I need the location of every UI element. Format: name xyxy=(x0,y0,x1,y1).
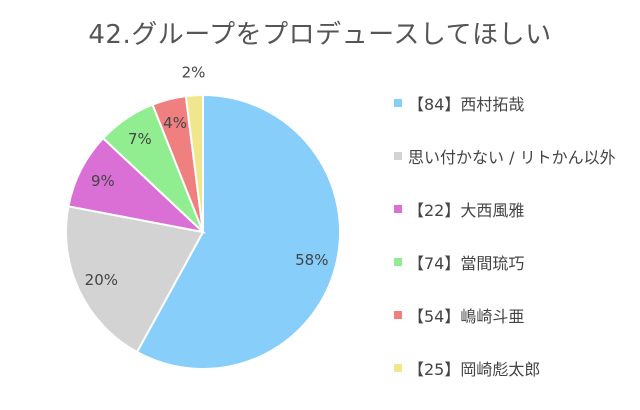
legend-label: 【84】西村拓哉 xyxy=(408,95,525,114)
slice-value-label: 20% xyxy=(85,271,118,289)
slice-value-label: 7% xyxy=(128,130,152,148)
legend-label: 思い付かない / リトかん以外 xyxy=(408,148,616,167)
legend-label: 【74】當間琉巧 xyxy=(408,254,525,273)
legend-swatch xyxy=(394,258,402,266)
legend-swatch xyxy=(394,152,402,160)
legend-item-toma[interactable]: 【74】當間琉巧 xyxy=(394,251,524,273)
pie-slice[interactable] xyxy=(65,205,205,354)
slice-value-label: 9% xyxy=(91,172,115,190)
pie-slice[interactable] xyxy=(135,93,341,370)
slice-value-label: 2% xyxy=(182,63,206,81)
legend-label: 【25】岡崎彪太郎 xyxy=(408,360,541,379)
chart-title: 42.グループをプロデュースしてほしい xyxy=(88,20,552,50)
legend-swatch xyxy=(394,99,402,107)
pie-slice[interactable] xyxy=(184,93,204,233)
legend-item-other[interactable]: 思い付かない / リトかん以外 xyxy=(394,145,616,167)
legend-item-onishi[interactable]: 【22】大西風雅 xyxy=(394,198,524,220)
slice-value-label: 4% xyxy=(163,114,187,132)
legend-swatch xyxy=(394,364,402,372)
legend-item-nishimura[interactable]: 【84】西村拓哉 xyxy=(394,92,524,114)
legend-swatch xyxy=(394,205,402,213)
legend-label: 【22】大西風雅 xyxy=(408,201,525,220)
legend-item-shimazaki[interactable]: 【54】嶋崎斗亜 xyxy=(394,304,524,326)
legend-item-okazaki[interactable]: 【25】岡崎彪太郎 xyxy=(394,357,540,379)
slice-value-label: 58% xyxy=(295,251,328,269)
legend-label: 【54】嶋崎斗亜 xyxy=(408,307,525,326)
legend-swatch xyxy=(394,311,402,319)
